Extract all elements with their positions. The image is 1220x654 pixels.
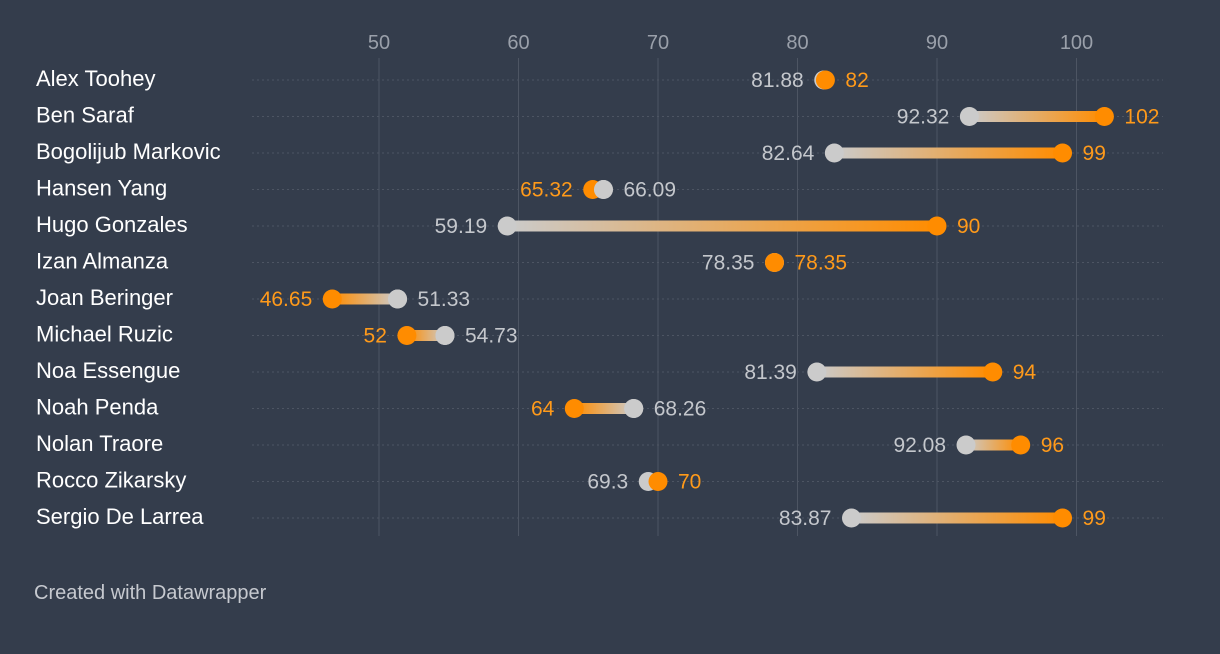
start-value-label: 51.33	[418, 288, 471, 311]
end-value-label: 90	[957, 215, 980, 238]
row-izan-almanza: Izan Almanza 78.35 78.35	[36, 249, 1163, 275]
start-dot-overlay	[388, 289, 408, 309]
x-tick-label: 60	[507, 32, 529, 54]
x-tick-label: 100	[1060, 32, 1093, 54]
row-noa-essengue: Noa Essengue 81.39 94	[36, 358, 1163, 384]
row-name: Michael Ruzic	[36, 322, 173, 347]
row-name: Rocco Zikarsky	[36, 468, 186, 493]
start-dot	[824, 143, 844, 163]
end-value-label: 64	[531, 398, 555, 421]
row-alex-toohey: Alex Toohey 81.88 82	[36, 66, 1163, 92]
start-value-label: 81.39	[744, 361, 797, 384]
x-tick-label: 80	[786, 32, 808, 54]
x-tick-label: 70	[647, 32, 669, 54]
start-dot	[807, 362, 827, 382]
start-value-label: 66.09	[623, 179, 676, 202]
end-dot	[1053, 143, 1073, 163]
start-dot	[956, 435, 976, 455]
end-value-label: 99	[1083, 507, 1106, 530]
row-bogolijub-markovic: Bogolijub Markovic 82.64 99	[36, 139, 1163, 165]
row-joan-beringer: Joan Beringer 51.33 46.65	[36, 285, 1163, 311]
end-value-label: 65.32	[520, 179, 573, 202]
end-dot	[815, 70, 835, 90]
row-name: Hugo Gonzales	[36, 212, 188, 237]
rows-layer: Alex Toohey 81.88 82 Ben Saraf 92.32 102 Bogol…	[36, 66, 1163, 530]
start-value-label: 81.88	[751, 69, 804, 92]
start-value-label: 78.35	[702, 252, 755, 275]
row-noah-penda: Noah Penda 68.26 64	[36, 395, 1163, 421]
end-dot	[1011, 435, 1031, 455]
row-name: Hansen Yang	[36, 176, 167, 201]
row-hugo-gonzales: Hugo Gonzales 59.19 90	[36, 212, 1163, 238]
row-name: Bogolijub Markovic	[36, 139, 221, 164]
end-value-label: 46.65	[260, 288, 313, 311]
end-dot	[397, 326, 417, 345]
end-value-label: 99	[1083, 142, 1106, 165]
end-value-label: 94	[1013, 361, 1037, 384]
row-name: Noa Essengue	[36, 358, 180, 383]
start-value-label: 92.32	[897, 106, 950, 129]
start-value-label: 82.64	[762, 142, 815, 165]
row-name: Noah Penda	[36, 395, 159, 420]
start-dot	[497, 216, 517, 236]
end-value-label: 52	[364, 325, 387, 348]
grid-layer: 50 60 70 80 90 100	[368, 32, 1093, 536]
start-dot-overlay	[593, 180, 613, 199]
start-value-label: 83.87	[779, 507, 832, 530]
start-value-label: 54.73	[465, 325, 518, 348]
range-dot-chart: 50 60 70 80 90 100 Alex Toohey 81.88 82 Ben Sara…	[36, 32, 1163, 536]
end-value-label: 70	[678, 471, 701, 494]
row-ben-saraf: Ben Saraf 92.32 102	[36, 103, 1163, 129]
end-dot	[1094, 107, 1114, 126]
start-value-label: 59.19	[435, 215, 488, 238]
end-value-label: 82	[845, 69, 868, 92]
row-michael-ruzic: Michael Ruzic 54.73 52	[36, 322, 1163, 348]
start-value-label: 69.3	[587, 471, 628, 494]
x-tick-label: 90	[926, 32, 948, 54]
end-value-label: 96	[1041, 434, 1064, 457]
row-name: Alex Toohey	[36, 66, 155, 91]
row-rocco-zikarsky: Rocco Zikarsky 69.3 70	[36, 468, 1163, 494]
end-dot	[564, 399, 584, 418]
row-name: Izan Almanza	[36, 249, 169, 274]
row-nolan-traore: Nolan Traore 92.08 96	[36, 431, 1163, 457]
end-dot	[648, 472, 668, 491]
row-name: Sergio De Larrea	[36, 504, 204, 529]
row-sergio-de-larrea: Sergio De Larrea 83.87 99	[36, 504, 1163, 530]
row-hansen-yang: Hansen Yang 66.09 65.32	[36, 176, 1163, 202]
start-value-label: 68.26	[654, 398, 707, 421]
end-dot	[927, 216, 947, 236]
start-dot-overlay	[624, 399, 644, 418]
start-dot	[959, 107, 979, 126]
end-dot	[322, 289, 342, 309]
row-name: Nolan Traore	[36, 431, 163, 456]
end-dot	[983, 362, 1003, 382]
start-dot	[841, 508, 861, 528]
end-value-label: 102	[1124, 106, 1159, 129]
end-dot	[1053, 508, 1073, 528]
end-dot	[764, 253, 784, 272]
end-value-label: 78.35	[794, 252, 847, 275]
start-value-label: 92.08	[893, 434, 946, 457]
datawrapper-credit[interactable]: Created with Datawrapper	[34, 582, 267, 604]
row-name: Joan Beringer	[36, 285, 173, 310]
x-tick-label: 50	[368, 32, 390, 54]
row-name: Ben Saraf	[36, 103, 135, 128]
start-dot-overlay	[435, 326, 455, 345]
